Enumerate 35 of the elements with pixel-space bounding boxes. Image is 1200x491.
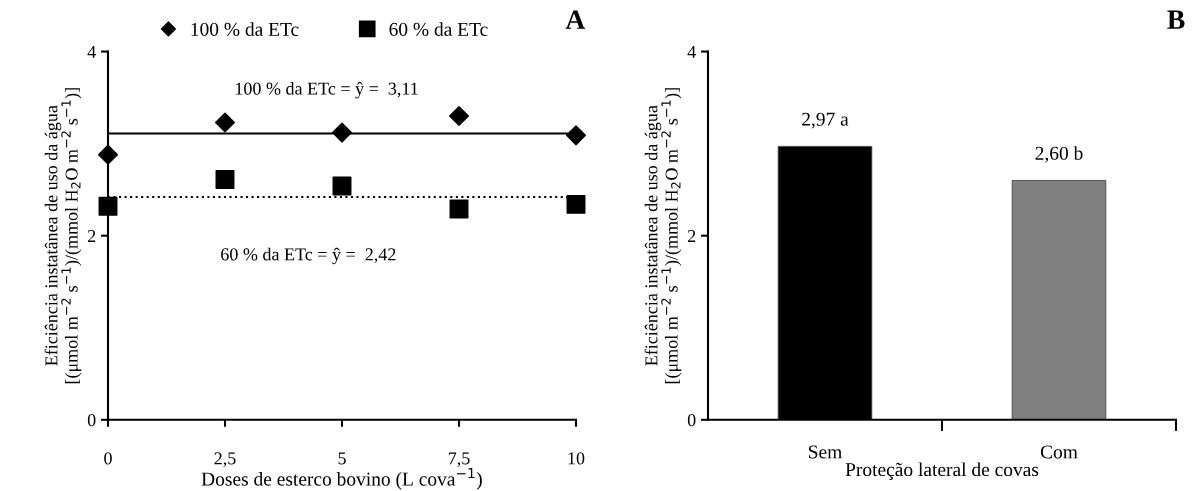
- text: Eficiência instatânea de uso da água [(μmol m$^{−2}$ s$^{−1}$)/(mmol H$_{2}$O m$^{−2}$ s$^{−1}$)]: [44, 88, 82, 384]
- text: Eficiência instatânea de uso da água [(μmol m$^{−2}$ s$^{−1}$)/(mmol H$_{2}$O m$^{−2}$ s$^{−1}$)]: [644, 88, 682, 384]
- data-label: 2,97 a: [802, 112, 849, 129]
- point: [332, 176, 352, 196]
- point: [448, 105, 470, 127]
- y-tick-label: 2: [687, 229, 696, 242]
- y-tick-label: 2: [87, 229, 96, 242]
- x-tick-label: Sem: [809, 445, 842, 459]
- x-axis-title: Proteção lateral de covas: [845, 462, 1039, 481]
- x-tick-label: 10: [568, 452, 585, 465]
- legend-label: 100 % da ETc: [191, 22, 299, 36]
- point: [215, 170, 235, 190]
- x-tick-label: 0: [104, 452, 112, 465]
- ref-line-label: 100 % da ETc = ŷ = 3,11: [235, 81, 418, 99]
- chart-title: A: [565, 10, 586, 29]
- point: [449, 199, 469, 219]
- x-tick-label: 2,5: [214, 452, 236, 468]
- y-tick-label: 0: [687, 414, 696, 427]
- point: [97, 144, 119, 165]
- x-tick-label: 7,5: [448, 452, 470, 468]
- point: [566, 194, 586, 214]
- point: [214, 112, 236, 133]
- x-tick-label: 5: [338, 452, 346, 465]
- legend-label: 60 % da ETc: [389, 22, 488, 36]
- y-tick-label: 4: [687, 45, 696, 58]
- x-tick-label: Com: [1040, 445, 1078, 459]
- point: [98, 196, 118, 216]
- y-tick-label: 4: [87, 45, 96, 58]
- point: [331, 122, 353, 143]
- chart-title: B: [1167, 10, 1185, 29]
- ref-line-label: 60 % da ETc = ŷ = 2,42: [221, 247, 396, 265]
- x-axis-title: Doses de esterco bovino (L cova$^{−1}$): [201, 468, 482, 490]
- data-label: 2,60 b: [1035, 146, 1083, 163]
- point: [565, 125, 587, 146]
- y-tick-label: 0: [87, 414, 96, 427]
